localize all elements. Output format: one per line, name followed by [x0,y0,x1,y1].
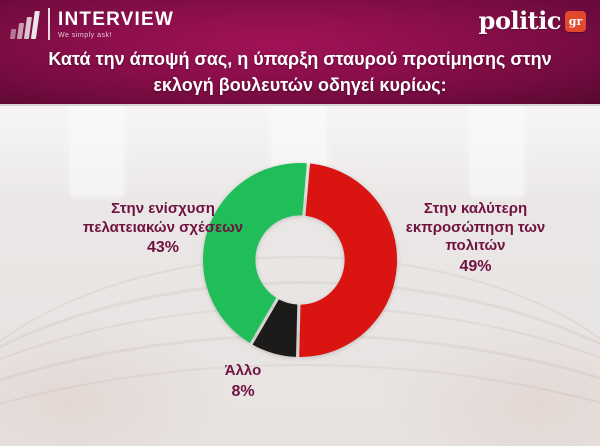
slice-label-text: Άλλο [224,362,262,379]
slice-label-text: πελατειακών σχέσεων [82,218,244,236]
slice-label-text: Στην ενίσχυση [111,200,215,217]
slice-label-other: Άλλο 8% [181,362,305,401]
interview-logo-text: INTERVIEW We simply ask! [58,10,174,39]
poll-question-title: Κατά την άποψή σας, η ύπαρξη σταυρού προ… [0,47,600,98]
donut-slice-1 [252,299,298,357]
slice-label-green: Στην ενίσχυση πελατειακών σχέσεων 43% [68,200,258,258]
header-banner: INTERVIEW We simply ask! politic gr Κατά… [0,0,600,106]
interview-tagline: We simply ask! [58,31,112,39]
interview-logo: INTERVIEW We simply ask! [9,8,174,40]
donut-chart [202,162,398,358]
politic-name: politic [478,6,562,35]
interview-name: INTERVIEW [58,8,175,30]
logo-divider [48,8,50,40]
poll-question-line1: Κατά την άποψή σας, η ύπαρξη σταυρού προ… [48,49,552,69]
poll-question-line2: εκλογή βουλευτών οδηγεί κυρίως: [153,74,447,95]
bars-chart-icon [9,9,42,39]
chart-area: Στην ενίσχυση πελατειακών σχέσεων 43% Στ… [0,106,600,446]
donut-slice-2 [202,162,307,344]
donut-slice-0 [299,163,398,358]
slice-label-text: εκπροσώπηση των [405,218,546,236]
slice-value: 49% [459,257,492,275]
politic-gr-badge: gr [565,10,586,32]
slice-label-text: Στην καλύτερη [423,200,528,217]
slice-label-text: πολιτών [445,237,506,255]
slice-value: 8% [231,382,255,400]
slice-label-red: Στην καλύτερη εκπροσώπηση των πολιτών 49… [393,200,558,277]
slice-value: 43% [146,239,180,257]
politic-logo: politic gr [479,9,586,33]
